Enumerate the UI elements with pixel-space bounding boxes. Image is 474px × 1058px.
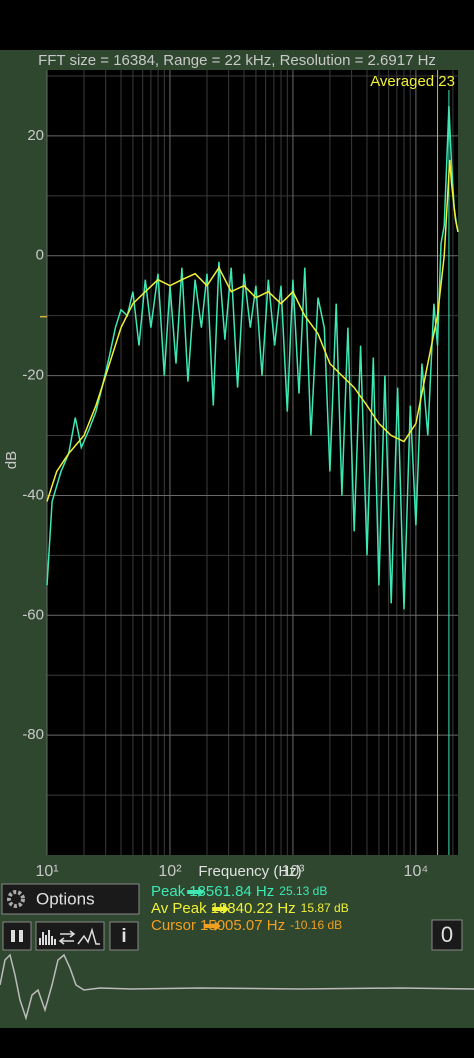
x-tick-label: 10² — [158, 863, 182, 880]
readout: Av Peak 18840.22 Hz 15.87 dB — [151, 900, 349, 917]
options-button[interactable]: Options — [1, 883, 140, 915]
gear-icon — [7, 890, 25, 908]
readout: Peak 18561.84 Hz 25.13 dB — [151, 883, 327, 900]
x-tick-label: 10¹ — [35, 863, 58, 880]
readout-freq: 18561.84 Hz — [189, 883, 274, 900]
info-label: i — [121, 926, 126, 947]
mode-button[interactable] — [35, 921, 105, 951]
spectrum-line — [46, 105, 459, 610]
y-tick-label: -60 — [22, 606, 44, 623]
pause-button[interactable] — [2, 921, 32, 951]
pause-frame — [2, 921, 32, 951]
readout-label: Peak — [151, 883, 186, 900]
pause-icon — [11, 930, 15, 942]
readout-db: -10.16 dB — [290, 918, 342, 932]
readout-db: 25.13 dB — [279, 884, 327, 898]
mode-frame — [35, 921, 105, 951]
arrow-icon — [212, 904, 230, 914]
averaged-label: Averaged 23 — [370, 73, 455, 90]
y-tick-label: 20 — [27, 127, 44, 144]
reset-label: 0 — [441, 922, 453, 947]
y-tick-label: 0 — [36, 247, 44, 264]
x-axis-label: Frequency (Hz) — [198, 863, 301, 880]
plot: 20 0 -20 -40 -60 -80 10¹ 10² 10³ 10⁴ — [22, 70, 459, 880]
readout-db: 15.87 dB — [301, 901, 349, 915]
arrow-icon — [187, 887, 205, 897]
spectrum-line — [46, 159, 459, 502]
reset-frame — [431, 919, 463, 951]
y-tick-label: -20 — [22, 367, 44, 384]
info-button[interactable]: i — [109, 921, 139, 951]
readout-freq: 18840.22 Hz — [211, 900, 296, 917]
readout-label: Av Peak — [151, 900, 207, 917]
options-label: Options — [36, 889, 95, 908]
info-frame — [109, 921, 139, 951]
readout: Cursor 15005.07 Hz -10.16 dB — [151, 917, 342, 934]
readout-freq: 15005.07 Hz — [200, 917, 285, 934]
line-icon — [77, 927, 100, 945]
x-tick-label: 10⁴ — [404, 863, 429, 880]
readouts: Peak 18561.84 Hz 25.13 dB Av Peak 18840.22 H… — [151, 883, 349, 934]
arrow-icon — [203, 921, 221, 931]
swap-icon — [58, 930, 76, 945]
bars-icon — [39, 930, 56, 945]
reset-button[interactable]: 0 — [431, 919, 463, 951]
header: FFT size = 16384, Range = 22 kHz, Resolu… — [38, 52, 436, 69]
plot-area — [47, 70, 458, 855]
pause-icon — [19, 930, 23, 942]
waveform — [0, 953, 474, 1021]
y-tick-label: -80 — [22, 726, 44, 743]
y-axis-label: dB — [3, 451, 20, 469]
readout-label: Cursor — [151, 917, 196, 934]
x-tick-label: 10³ — [281, 863, 305, 880]
y-tick-label: -40 — [22, 486, 44, 503]
